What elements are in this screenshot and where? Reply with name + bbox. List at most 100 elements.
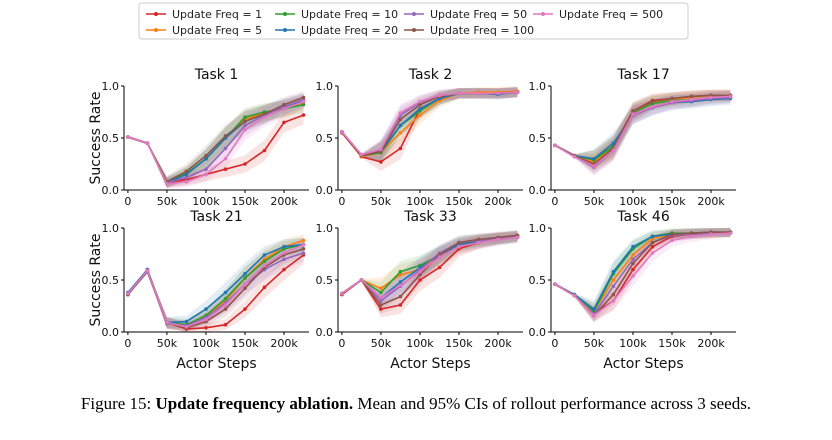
data-point-task-33-update-freq-500-8 (496, 237, 500, 242)
data-point-task-17-update-freq-500-3 (611, 148, 616, 153)
data-point-task-33-update-freq-500-2 (379, 295, 383, 300)
data-point-task-46-update-freq-500-6 (670, 238, 674, 243)
data-point-task-21-update-freq-500-7 (262, 263, 267, 268)
x-tick-label-task-21-0: 0 (124, 337, 131, 350)
data-point-task-46-update-freq-100-6 (670, 232, 674, 236)
ci-band-task-21-update-freq-500 (127, 237, 304, 332)
x-tick-label-task-46-3: 150k (658, 337, 686, 350)
data-point-task-46-update-freq-5-4 (631, 253, 635, 257)
data-point-task-1-update-freq-500-9 (301, 99, 306, 104)
legend-label-update-freq-50: Update Freq = 50 (430, 8, 527, 21)
data-point-task-21-update-freq-100-9 (301, 247, 306, 251)
data-point-task-33-update-freq-100-2 (379, 303, 383, 307)
data-point-task-17-update-freq-500-8 (709, 95, 713, 100)
y-tick-label-task-21-2: 1.0 (102, 222, 120, 235)
data-point-task-33-update-freq-500-6 (457, 244, 461, 249)
data-point-task-46-update-freq-50-4 (631, 257, 635, 262)
figure-caption: Figure 15: Update frequency ablation. Me… (0, 394, 832, 414)
series-line-task-33-update-freq-500 (341, 236, 518, 299)
x-tick-label-task-2-0: 0 (338, 195, 345, 208)
data-point-task-21-update-freq-1-4 (204, 326, 208, 330)
data-point-task-46-update-freq-500-1 (572, 293, 577, 298)
legend-label-update-freq-100: Update Freq = 100 (430, 24, 534, 37)
data-point-task-1-update-freq-1-9 (301, 113, 306, 117)
x-tick-label-task-33-3: 150k (445, 337, 473, 350)
panel-task-33: Task 33 0.0 0.5 1.0 0 50k 100k 150k 200k (316, 209, 523, 350)
x-tick-label-task-17-1: 50k (584, 195, 605, 208)
x-tick-label-task-21-4: 200k (270, 337, 298, 350)
data-point-task-1-update-freq-1-6 (243, 162, 247, 166)
x-tick-label-task-1-0: 0 (124, 195, 131, 208)
legend-marker-update-freq-500 (541, 12, 545, 16)
data-point-task-1-update-freq-500-3 (184, 179, 189, 184)
data-point-task-46-update-freq-20-5 (650, 234, 655, 239)
x-tick-label-task-1-3: 150k (231, 195, 259, 208)
data-point-task-1-update-freq-500-2 (165, 182, 169, 186)
x-tick-label-task-17-0: 0 (551, 195, 558, 208)
ci-band-task-17-update-freq-500 (554, 90, 731, 175)
y-tick-label-task-33-2: 1.0 (316, 222, 334, 235)
data-point-task-46-update-freq-500-0 (553, 282, 557, 287)
y-tick-label-task-33-1: 0.5 (316, 274, 334, 287)
ci-band-task-17-update-freq-5 (554, 89, 731, 171)
series-line-task-2-update-freq-500 (341, 91, 518, 156)
data-point-task-33-update-freq-500-1 (359, 278, 364, 282)
ci-band-task-46-update-freq-20 (554, 228, 731, 318)
data-point-task-33-update-freq-100-4 (418, 273, 422, 277)
panel-task-2: Task 2 0.0 0.5 1.0 0 50k 100k 150k 200k (316, 67, 523, 208)
y-axis-label-row-2: Success Rate (88, 234, 104, 327)
x-tick-label-task-1-2: 100k (192, 195, 220, 208)
data-point-task-17-update-freq-100-5 (650, 99, 655, 104)
data-point-task-21-update-freq-20-4 (204, 307, 208, 311)
panel-task-46: Task 46 0.0 0.5 1.0 0 50k 100k 150k 200k (529, 209, 736, 350)
data-point-task-17-update-freq-100-7 (689, 94, 694, 99)
y-tick-label-task-1-0: 0.0 (102, 184, 120, 197)
data-point-task-33-update-freq-100-6 (457, 240, 461, 245)
ci-band-task-17-update-freq-100 (554, 89, 731, 173)
y-tick-label-task-21-0: 0.0 (102, 326, 120, 339)
y-tick-label-task-46-0: 0.0 (529, 326, 547, 339)
data-point-task-1-update-freq-500-1 (145, 141, 150, 145)
data-point-task-21-update-freq-10-7 (262, 259, 267, 264)
x-tick-label-task-2-3: 150k (445, 195, 473, 208)
series-line-task-17-update-freq-100 (554, 94, 731, 165)
data-point-task-46-update-freq-500-4 (631, 274, 635, 278)
x-tick-label-task-1-4: 200k (270, 195, 298, 208)
data-point-task-21-update-freq-500-5 (223, 303, 228, 307)
panel-title-task-21: Task 21 (189, 209, 242, 225)
data-point-task-2-update-freq-1-3 (398, 146, 403, 151)
series-line-task-17-update-freq-500 (554, 95, 731, 167)
data-point-task-46-update-freq-100-3 (611, 292, 616, 297)
data-point-task-46-update-freq-500-5 (650, 251, 655, 255)
data-point-task-2-update-freq-500-6 (457, 91, 461, 96)
data-point-task-17-update-freq-500-7 (689, 97, 694, 102)
y-tick-label-task-2-1: 0.5 (316, 132, 334, 145)
data-point-task-1-update-freq-10-9 (301, 102, 306, 107)
x-tick-label-task-17-3: 150k (658, 195, 686, 208)
y-tick-label-task-1-1: 0.5 (102, 132, 120, 145)
legend-marker-update-freq-100 (412, 28, 416, 32)
data-point-task-21-update-freq-500-8 (282, 251, 286, 255)
data-point-task-46-update-freq-500-8 (709, 232, 713, 236)
ci-band-task-21-update-freq-1 (127, 246, 304, 332)
data-point-task-17-update-freq-500-1 (572, 154, 577, 159)
series-line-task-1-update-freq-500 (127, 100, 304, 185)
x-tick-label-task-17-4: 200k (697, 195, 725, 208)
legend-marker-update-freq-5 (154, 28, 158, 32)
panel-title-task-17: Task 17 (616, 67, 669, 83)
data-point-task-46-update-freq-100-7 (689, 231, 694, 235)
x-tick-label-task-33-1: 50k (371, 337, 392, 350)
data-point-task-2-update-freq-500-1 (359, 152, 364, 157)
data-point-task-21-update-freq-5-9 (301, 238, 306, 243)
x-tick-label-task-17-2: 100k (619, 195, 647, 208)
ci-band-task-46-update-freq-1 (554, 228, 731, 321)
data-point-task-17-update-freq-500-9 (728, 94, 733, 99)
panel-task-17: Task 17 0.0 0.5 1.0 0 50k 100k 150k 200k (529, 67, 736, 208)
series-line-task-33-update-freq-50 (341, 235, 518, 302)
y-tick-label-task-33-0: 0.0 (316, 326, 334, 339)
data-point-task-33-update-freq-5-3 (398, 273, 403, 277)
data-point-task-17-update-freq-20-3 (611, 141, 616, 145)
panel-task-21: Task 21 0.0 0.5 1.0 0 50k 100k 150k 200k (102, 209, 309, 350)
data-point-task-1-update-freq-20-4 (204, 157, 208, 161)
data-point-task-1-update-freq-1-5 (223, 167, 228, 171)
